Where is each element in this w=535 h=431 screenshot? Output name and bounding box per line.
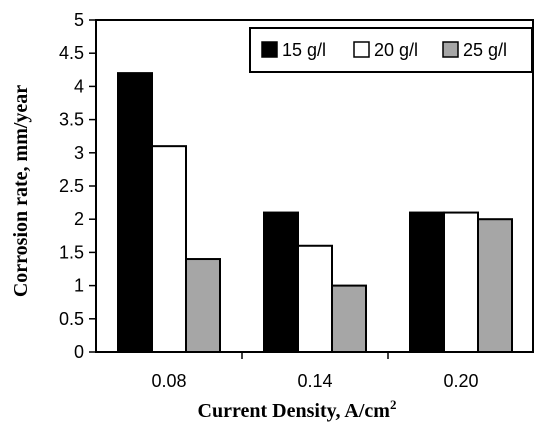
legend-label: 20 g/l <box>374 40 418 60</box>
legend-swatch <box>261 41 278 58</box>
y-tick-label: 5 <box>74 10 84 30</box>
y-tick-label: 1.5 <box>59 242 84 262</box>
y-tick-label: 3 <box>74 143 84 163</box>
y-tick-label: 2 <box>74 209 84 229</box>
x-tick-label: 0.14 <box>297 371 332 391</box>
bar <box>477 218 513 353</box>
legend-box <box>249 27 533 73</box>
y-tick-label: 4.5 <box>59 43 84 63</box>
x-tick-label: 0.20 <box>443 371 478 391</box>
legend-swatch <box>442 41 459 58</box>
y-tick-label: 4 <box>74 76 84 96</box>
y-tick-label: 0.5 <box>59 309 84 329</box>
legend-swatch <box>353 41 370 58</box>
bar <box>297 244 333 353</box>
y-axis-title: Corrosion rate, mm/year <box>10 85 32 297</box>
bar <box>263 211 299 353</box>
y-tick-label: 2.5 <box>59 176 84 196</box>
bar <box>117 72 153 354</box>
bar <box>331 284 367 354</box>
bars <box>117 72 513 354</box>
bar <box>151 145 187 353</box>
legend-label: 25 g/l <box>463 40 507 60</box>
x-axis-title: Current Density, A/cm2 <box>198 397 397 422</box>
y-tick-label: 1 <box>74 276 84 296</box>
x-axis-title-text: Current Density, A/cm <box>198 400 391 422</box>
x-axis-title-superscript: 2 <box>390 397 397 412</box>
bar <box>409 211 445 353</box>
bar <box>443 211 479 353</box>
y-tick-label: 3.5 <box>59 110 84 130</box>
legend-label: 15 g/l <box>282 40 326 60</box>
legend: 15 g/l 20 g/l 25 g/l <box>249 27 533 73</box>
x-tick-label: 0.08 <box>151 371 186 391</box>
bar <box>185 258 221 354</box>
y-tick-label: 0 <box>74 342 84 362</box>
